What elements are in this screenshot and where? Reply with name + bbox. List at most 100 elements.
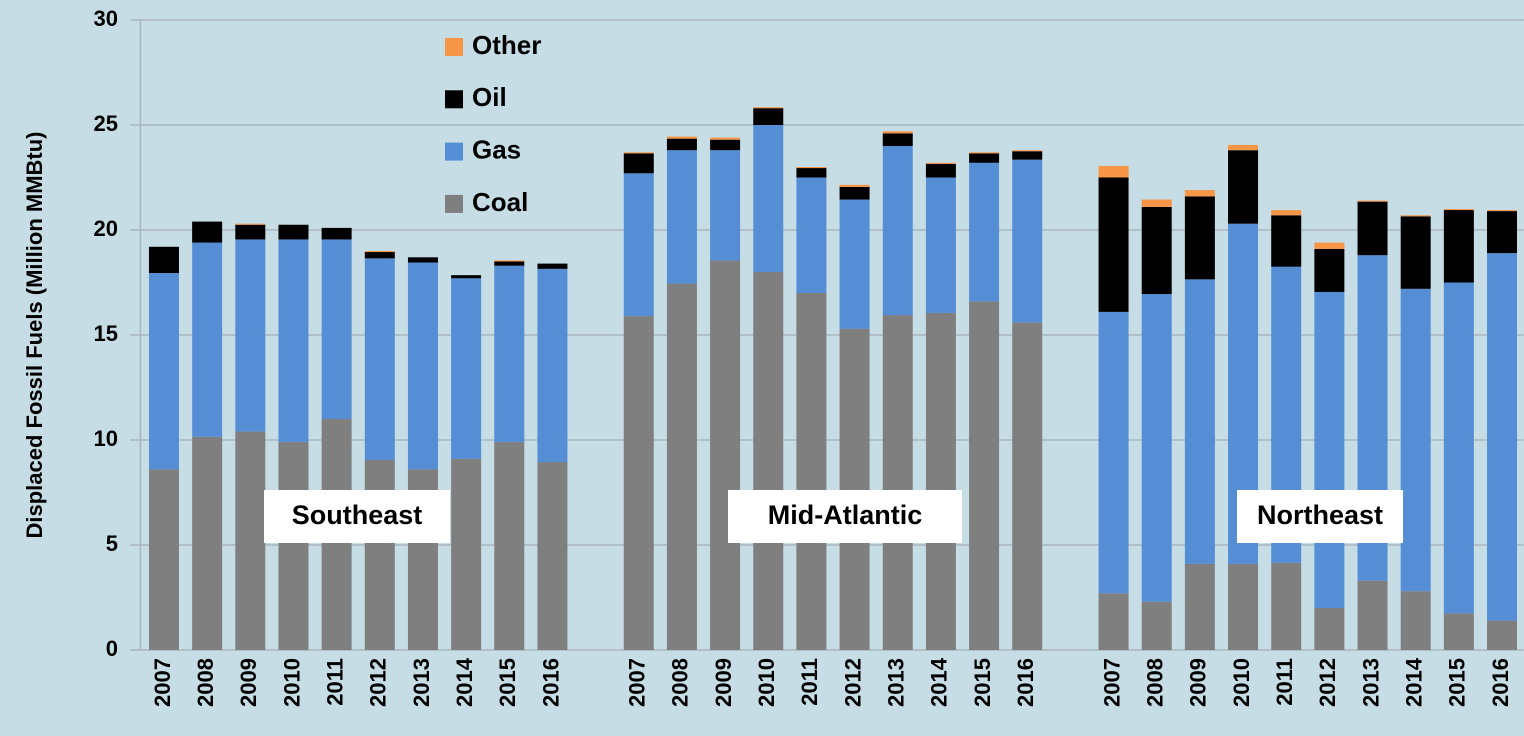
bar-segment xyxy=(882,133,913,146)
bar-segment xyxy=(1314,242,1345,249)
y-tick-label: 25 xyxy=(94,111,118,136)
x-tick-label: 2015 xyxy=(1445,658,1470,707)
bar-segment xyxy=(1443,613,1474,650)
bar-segment xyxy=(753,272,784,650)
bar-segment xyxy=(882,131,913,134)
bar-segment xyxy=(451,458,482,650)
bar-segment xyxy=(839,186,870,200)
bar-segment xyxy=(1141,199,1172,207)
bar-segment xyxy=(321,227,352,240)
annotation: Northeast xyxy=(1257,500,1383,530)
y-tick-label: 5 xyxy=(106,531,118,556)
x-tick-label: 2008 xyxy=(193,658,218,707)
x-tick-label: 2015 xyxy=(970,658,995,707)
bar-segment xyxy=(710,150,741,261)
bar-segment xyxy=(839,184,870,187)
bar-segment xyxy=(1098,177,1129,312)
legend-label: Coal xyxy=(472,187,528,217)
bar-segment xyxy=(666,283,697,650)
bar-segment xyxy=(235,431,266,650)
bar-segment xyxy=(710,139,741,151)
x-tick-label: 2013 xyxy=(409,658,434,707)
bar-segment xyxy=(1228,150,1259,224)
x-tick-label: 2011 xyxy=(797,658,822,706)
bar-segment xyxy=(537,263,568,269)
y-tick-label: 30 xyxy=(94,6,118,31)
bar-segment xyxy=(666,150,697,284)
bar-segment xyxy=(753,125,784,272)
bar-segment xyxy=(925,162,956,164)
x-tick-label: 2010 xyxy=(279,658,304,707)
bar-segment xyxy=(1141,206,1172,295)
x-tick-label: 2010 xyxy=(754,658,779,707)
bar-segment xyxy=(925,177,956,313)
bar-segment xyxy=(192,242,223,437)
y-tick-label: 0 xyxy=(106,636,118,661)
bar-segment xyxy=(278,224,309,240)
bar-segment xyxy=(1012,322,1043,650)
bar-segment xyxy=(1141,294,1172,602)
bar-segment xyxy=(882,315,913,650)
x-tick-label: 2008 xyxy=(1143,658,1168,707)
legend-swatch xyxy=(445,194,463,213)
bar-segment xyxy=(192,221,223,243)
legend-label: Gas xyxy=(472,134,521,164)
bar-segment xyxy=(364,251,395,253)
bar-segment xyxy=(1487,620,1518,650)
bar-segment xyxy=(494,261,525,266)
bar-segment xyxy=(796,167,827,169)
bar-segment xyxy=(839,199,870,329)
bar-segment xyxy=(537,268,568,463)
bar-segment xyxy=(1357,580,1388,650)
bar-segment xyxy=(407,257,438,263)
bar-segment xyxy=(1012,151,1043,160)
bar-segment xyxy=(753,108,784,125)
bar-segment xyxy=(235,239,266,432)
bar-segment xyxy=(148,246,179,274)
bar-segment xyxy=(623,173,654,317)
x-tick-label: 2007 xyxy=(625,658,650,707)
annotation-box xyxy=(264,490,450,543)
bar-segment xyxy=(278,442,309,650)
bar-segment xyxy=(1012,150,1043,152)
bar-segment xyxy=(1443,209,1474,211)
x-tick-label: 2012 xyxy=(1315,658,1340,707)
legend-swatch xyxy=(445,90,463,109)
bar-segment xyxy=(148,469,179,650)
x-tick-label: 2011 xyxy=(322,658,347,706)
bar-segment xyxy=(969,162,1000,302)
legend-label: Other xyxy=(472,30,541,60)
bar-segment xyxy=(1400,288,1431,592)
bar-segment xyxy=(1400,215,1431,217)
bar-segment xyxy=(1271,215,1302,267)
bar-segment xyxy=(1141,601,1172,650)
x-tick-label: 2016 xyxy=(1013,658,1038,707)
bar-segment xyxy=(1443,282,1474,614)
bar-segment xyxy=(1443,210,1474,283)
bar-segment xyxy=(753,107,784,109)
annotation: Southeast xyxy=(292,500,423,530)
y-axis-title: Displaced Fossil Fuels (Million MMBtu) xyxy=(22,131,47,538)
bar-segment xyxy=(623,152,654,154)
bar-segment xyxy=(1271,562,1302,650)
bar-segment xyxy=(623,316,654,650)
y-tick-label: 10 xyxy=(94,426,118,451)
bar-segment xyxy=(1314,608,1345,650)
x-tick-label: 2012 xyxy=(366,658,391,707)
x-tick-label: 2011 xyxy=(1272,658,1297,706)
x-tick-label: 2007 xyxy=(1099,658,1124,707)
bar-segment xyxy=(1184,279,1215,564)
annotation-box xyxy=(728,490,962,543)
bar-segment xyxy=(192,436,223,650)
bar-segment xyxy=(494,265,525,443)
annotation-box xyxy=(1237,490,1403,543)
y-tick-label: 20 xyxy=(94,216,118,241)
bar-segment xyxy=(364,258,395,460)
bar-segment xyxy=(1487,253,1518,621)
bar-segment xyxy=(796,177,827,293)
y-tick-label: 15 xyxy=(94,321,118,346)
legend-swatch xyxy=(445,142,463,161)
x-tick-label: 2008 xyxy=(668,658,693,707)
x-tick-label: 2009 xyxy=(236,658,261,707)
bar-segment xyxy=(710,137,741,140)
